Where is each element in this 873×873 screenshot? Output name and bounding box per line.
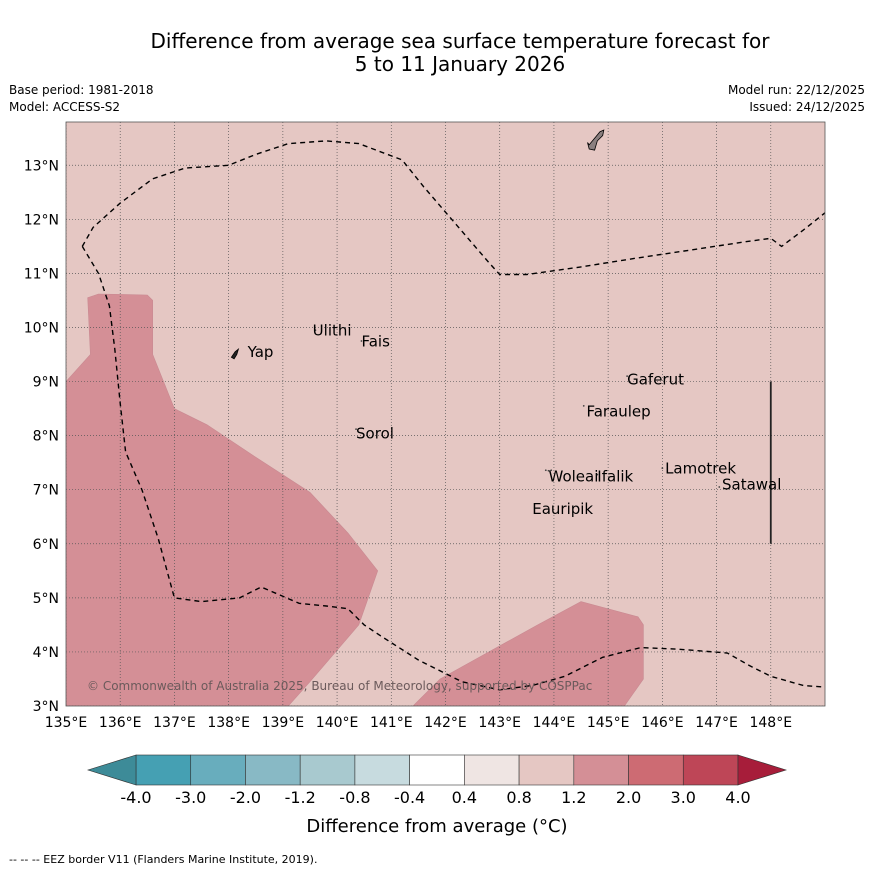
lon-tick-label: 140°E xyxy=(316,715,359,731)
atoll-dot xyxy=(582,404,585,407)
place-label-ulithi: Ulithi xyxy=(313,322,352,340)
colorbar-bin xyxy=(518,754,575,786)
lon-tick-label: 135°E xyxy=(45,715,88,731)
atoll-dot xyxy=(626,375,629,378)
atoll-dot xyxy=(547,469,550,472)
guam-island-shape xyxy=(587,129,605,151)
colorbar-tick-label: 0.8 xyxy=(506,788,531,807)
colorbar-tick-label: -3.0 xyxy=(175,788,206,807)
colorbar-tick-label: 4.0 xyxy=(725,788,750,807)
lat-tick-label: 13°N xyxy=(24,158,59,174)
lon-tick-label: 142°E xyxy=(424,715,467,731)
place-label-woleai: Woleai xyxy=(549,468,599,486)
eez-legend: -- -- -- EEZ border V11 (Flanders Marine… xyxy=(9,853,318,866)
lat-tick-label: 11°N xyxy=(24,266,59,282)
place-label-satawal: Satawal xyxy=(722,476,781,494)
lat-tick-label: 3°N xyxy=(33,699,59,715)
lon-tick-label: 137°E xyxy=(153,715,196,731)
place-label-ifalik: Ifalik xyxy=(597,468,633,486)
place-label-yap: Yap xyxy=(247,343,274,361)
place-label-sorol: Sorol xyxy=(356,424,394,442)
place-label-fais: Fais xyxy=(361,332,390,350)
map-frame xyxy=(65,121,826,707)
issued-date: Issued: 24/12/2025 xyxy=(749,100,865,114)
colorbar-label: Difference from average (°C) xyxy=(306,816,567,837)
atoll-dot xyxy=(360,340,363,342)
lon-tick-label: 141°E xyxy=(370,715,413,731)
colorbar-tick-label: -2.0 xyxy=(230,788,261,807)
place-label-gaferut: Gaferut xyxy=(627,370,684,388)
atoll-dot xyxy=(550,469,553,472)
lat-tick-label: 9°N xyxy=(33,375,59,391)
lat-tick-label: 8°N xyxy=(33,429,59,445)
place-label-lamotrek: Lamotrek xyxy=(665,459,736,477)
lon-tick-label: 144°E xyxy=(533,715,576,731)
lat-tick-label: 10°N xyxy=(24,320,59,336)
colorbar-bin xyxy=(682,754,739,786)
colorbar-tick-label: 2.0 xyxy=(616,788,641,807)
eez-border-north xyxy=(81,140,825,276)
colorbar-tick-label: -1.2 xyxy=(285,788,316,807)
atoll-dot xyxy=(544,469,547,472)
lon-tick-label: 148°E xyxy=(749,715,792,731)
lon-tick-label: 143°E xyxy=(478,715,521,731)
lat-tick-label: 5°N xyxy=(33,591,59,607)
lat-tick-label: 6°N xyxy=(33,537,59,553)
atoll-dot xyxy=(314,329,317,332)
colorbar-tick-label: -4.0 xyxy=(120,788,151,807)
lon-tick-label: 147°E xyxy=(695,715,738,731)
colorbar-bin xyxy=(573,754,629,786)
lon-tick-label: 146°E xyxy=(641,715,684,731)
base-period: Base period: 1981-2018 xyxy=(9,83,154,97)
colorbar-under-arrow xyxy=(86,754,137,786)
colorbar-over-arrow xyxy=(737,754,788,786)
model-run: Model run: 22/12/2025 xyxy=(727,83,865,97)
lon-tick-label: 139°E xyxy=(262,715,305,731)
place-label-faraulep: Faraulep xyxy=(586,403,650,421)
colorbar-bin xyxy=(464,754,520,786)
yap-island-shape xyxy=(230,347,240,360)
atoll-dot xyxy=(355,428,357,431)
colorbar-tick-label: 0.4 xyxy=(452,788,477,807)
colorbar-bin xyxy=(190,754,246,786)
copyright-notice: © Commonwealth of Australia 2025, Bureau… xyxy=(87,679,592,693)
lon-tick-label: 138°E xyxy=(207,715,250,731)
atoll-dot xyxy=(596,473,599,476)
lat-tick-label: 7°N xyxy=(33,483,59,499)
lon-tick-label: 136°E xyxy=(99,715,142,731)
lon-tick-label: 145°E xyxy=(587,715,630,731)
atoll-dot xyxy=(718,486,721,488)
plot-area: Yap Ulithi Fais Gaferut Faraulep Sorol WoleaiI… xyxy=(66,122,825,706)
colorbar-bin xyxy=(628,754,684,786)
eez-border-south xyxy=(81,246,825,691)
title-line-2: 5 to 11 January 2026 xyxy=(354,52,566,76)
colorbar-bin xyxy=(409,754,465,786)
warm-anomaly-region-south xyxy=(412,601,644,706)
colorbar-bin xyxy=(354,754,410,786)
colorbar-tick-label: 3.0 xyxy=(671,788,696,807)
colorbar-tick-label: -0.4 xyxy=(394,788,425,807)
colorbar-tick-label: -0.8 xyxy=(339,788,370,807)
lat-tick-label: 12°N xyxy=(24,212,59,228)
colorbar-bin xyxy=(299,754,356,786)
atoll-dot xyxy=(661,467,664,469)
lat-tick-label: 4°N xyxy=(33,645,59,661)
colorbar-bin xyxy=(245,754,301,786)
model-name: Model: ACCESS-S2 xyxy=(9,100,121,114)
colorbar-tick-label: 1.2 xyxy=(561,788,586,807)
colorbar-bin xyxy=(135,754,192,786)
title-line-1: Difference from average sea surface temp… xyxy=(150,29,770,53)
place-label-eauripik: Eauripik xyxy=(532,500,593,518)
